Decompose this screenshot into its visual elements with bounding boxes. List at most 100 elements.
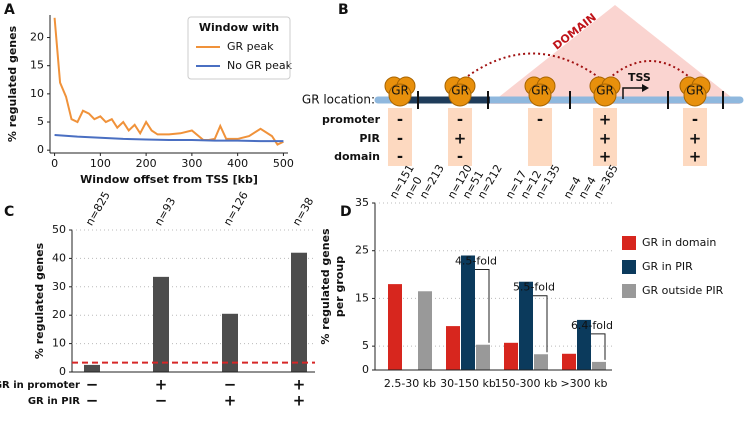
gr-blob: GR [679, 76, 711, 107]
y-tick-label: 0 [37, 143, 44, 156]
fold-label: 4.5-fold [455, 254, 497, 267]
blob-part [683, 83, 707, 107]
blob-label: GR [686, 84, 704, 98]
gr-blobs: GR GR GR GR [384, 76, 711, 107]
y-tick-label: 0 [59, 365, 66, 378]
row-label: GR in promoter [0, 380, 80, 391]
loop-arc [604, 60, 696, 83]
panel-label: A [4, 2, 15, 18]
column-box [593, 108, 617, 166]
fold-label: 5.5-fold [513, 281, 555, 294]
bar [519, 281, 533, 370]
y-tick-label: 5 [362, 339, 369, 352]
fold-bracket [591, 333, 606, 360]
n-label: n=93 [152, 195, 178, 228]
bar [461, 255, 475, 370]
sign: + [599, 148, 612, 166]
y-tick-label: 15 [30, 59, 44, 72]
legend-label: No GR peak [227, 59, 293, 72]
bar [418, 291, 432, 370]
loop-arc [459, 52, 606, 83]
row-label: GR in PIR [28, 396, 80, 407]
sign: - [692, 111, 698, 129]
sign: + [155, 376, 168, 394]
gr-blob: GR [589, 76, 621, 107]
bar [504, 342, 518, 370]
sign: - [537, 111, 543, 129]
blob-label: GR [391, 84, 409, 98]
row-label: domain [334, 150, 380, 163]
legend-swatch [622, 236, 636, 250]
legend-swatch [622, 260, 636, 274]
y-tick-label: 0 [362, 363, 369, 376]
bar [592, 361, 606, 370]
sign: + [454, 130, 467, 148]
y-axis-label: per group [333, 256, 346, 317]
boundary-ticks [417, 91, 724, 109]
sign: - [457, 111, 463, 129]
tss-label: TSS [628, 71, 651, 84]
sign: − [224, 376, 237, 394]
gr-blob: GR [524, 76, 556, 107]
column-box [448, 108, 472, 166]
panel-label: C [4, 204, 14, 220]
gr-blob: GR [444, 76, 476, 107]
bar [222, 313, 238, 372]
row-label: promoter [322, 113, 381, 126]
x-tick-label: 0 [51, 157, 58, 170]
blob-label: GR [531, 84, 549, 98]
bar [577, 319, 591, 370]
x-tick-label: >300 kb [560, 377, 607, 390]
y-tick-label: 20 [30, 31, 44, 44]
legend-box [187, 16, 291, 80]
y-tick-label: 50 [52, 223, 66, 236]
blob-part [593, 83, 617, 107]
bar [388, 284, 402, 370]
bar [476, 344, 490, 370]
column-box [528, 108, 552, 166]
y-tick-label: 20 [52, 308, 66, 321]
y-axis-label: % regulated genes [33, 242, 46, 359]
sign: − [86, 376, 99, 394]
y-tick-label: 10 [52, 337, 66, 350]
legend-label: GR peak [227, 40, 274, 53]
series-line [54, 133, 284, 143]
tss-arrowhead [642, 84, 649, 92]
n-label: n=126 [221, 189, 251, 228]
x-tick-label: 200 [136, 157, 157, 170]
sign: − [155, 392, 168, 410]
legend-title: Window with [199, 21, 279, 34]
y-tick-label: 35 [355, 196, 369, 209]
x-tick-label: 100 [90, 157, 111, 170]
y-tick-label: 40 [52, 251, 66, 264]
x-tick-label: 400 [227, 157, 248, 170]
tss-arrow [622, 87, 642, 99]
bar [84, 364, 100, 372]
sign: + [599, 111, 612, 129]
blob-part [388, 83, 412, 107]
y-tick-label: 15 [355, 291, 369, 304]
series-line [53, 17, 284, 146]
x-tick-label: 2.5-30 kb [384, 377, 436, 390]
panel-label: B [338, 2, 349, 18]
blob-label: GR [596, 84, 614, 98]
sign: + [293, 392, 306, 410]
sign: − [86, 392, 99, 410]
gr-blob: GR [384, 76, 416, 107]
y-tick-label: 5 [37, 115, 44, 128]
blob-label: GR [451, 84, 469, 98]
sign: + [293, 376, 306, 394]
legend-label: GR in domain [642, 236, 716, 249]
sign: + [224, 392, 237, 410]
bar [291, 252, 307, 372]
n-label: n=38 [290, 195, 316, 228]
y-axis-label: % regulated genes [6, 25, 19, 142]
sign: - [397, 130, 403, 148]
legend-label: GR in PIR [642, 260, 693, 273]
bar [446, 326, 460, 370]
blob-part [448, 83, 472, 107]
sign: - [457, 148, 463, 166]
y-axis-label: % regulated genes [319, 228, 332, 345]
fold-bracket [475, 268, 490, 343]
panel-label: D [340, 204, 352, 220]
